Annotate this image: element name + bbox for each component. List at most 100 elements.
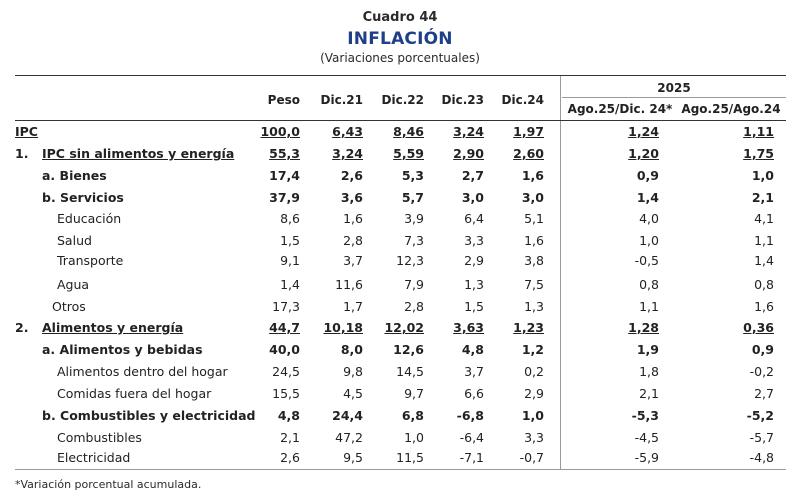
table-cell: 2,1 bbox=[639, 386, 659, 401]
table-cell: 1,6 bbox=[524, 233, 544, 248]
table-cell: 2,9 bbox=[524, 386, 544, 401]
bottom-rule bbox=[15, 469, 786, 470]
year-group-rule bbox=[562, 97, 786, 98]
row-label: Transporte bbox=[57, 253, 124, 268]
table-row: Otros 17,3 1,7 2,8 1,5 1,3 1,1 1,6 bbox=[0, 297, 800, 317]
table-cell: -5,3 bbox=[631, 408, 659, 423]
table-row: b. Servicios 37,9 3,6 5,7 3,0 3,0 1,4 2,1 bbox=[0, 188, 800, 208]
row-label: Combustibles bbox=[57, 430, 142, 445]
table-row: IPC 100,0 6,43 8,46 3,24 1,97 1,24 1,11 bbox=[0, 122, 800, 142]
table-cell: 8,0 bbox=[340, 342, 363, 357]
table-cell: 9,5 bbox=[343, 450, 363, 465]
table-cell: 0,2 bbox=[524, 364, 544, 379]
table-cell: 12,02 bbox=[384, 320, 424, 335]
table-cell: 1,0 bbox=[521, 408, 544, 423]
table-cell: 9,8 bbox=[343, 364, 363, 379]
table-cell: 7,9 bbox=[404, 277, 424, 292]
table-cell: 3,6 bbox=[340, 190, 363, 205]
table-cell: 100,0 bbox=[260, 124, 300, 139]
table-cell: 3,9 bbox=[404, 211, 424, 226]
row-label: Otros bbox=[52, 299, 86, 314]
table-cell: 2,1 bbox=[280, 430, 300, 445]
table-cell: -4,8 bbox=[749, 450, 774, 465]
table-cell: 40,0 bbox=[269, 342, 300, 357]
table-cell: 1,28 bbox=[628, 320, 659, 335]
table-cell: 4,5 bbox=[343, 386, 363, 401]
table-cell: 3,24 bbox=[332, 146, 363, 161]
table-cell: 3,0 bbox=[461, 190, 484, 205]
table-cell: 2,7 bbox=[461, 168, 484, 183]
table-cell: 3,7 bbox=[464, 364, 484, 379]
table-cell: 6,43 bbox=[332, 124, 363, 139]
table-cell: 1,23 bbox=[513, 320, 544, 335]
col-header-dic23: Dic.23 bbox=[441, 93, 484, 107]
row-label: Comidas fuera del hogar bbox=[57, 386, 212, 401]
table-row: 2. Alimentos y energía 44,7 10,18 12,02 3,63 1… bbox=[0, 318, 800, 338]
row-label: Alimentos dentro del hogar bbox=[57, 364, 228, 379]
table-cell: 0,36 bbox=[743, 320, 774, 335]
table-cell: 12,6 bbox=[393, 342, 424, 357]
table-cell: 4,8 bbox=[277, 408, 300, 423]
table-cell: 14,5 bbox=[396, 364, 424, 379]
table-row: Combustibles 2,1 47,2 1,0 -6,4 3,3 -4,5 -5,7 bbox=[0, 428, 800, 448]
table-cell: 9,7 bbox=[404, 386, 424, 401]
table-cell: 1,6 bbox=[521, 168, 544, 183]
table-cell: 2,6 bbox=[280, 450, 300, 465]
col-header-dic24: Dic.24 bbox=[501, 93, 544, 107]
table-cell: 12,3 bbox=[396, 253, 424, 268]
table-cell: 3,0 bbox=[521, 190, 544, 205]
table-cell: 4,8 bbox=[461, 342, 484, 357]
col-header-peso: Peso bbox=[267, 93, 300, 107]
table-cell: 10,18 bbox=[323, 320, 363, 335]
table-cell: 3,63 bbox=[453, 320, 484, 335]
col-header-ago-ago: Ago.25/Ago.24 bbox=[681, 102, 781, 116]
table-row: Electricidad 2,6 9,5 11,5 -7,1 -0,7 -5,9 -4,8 bbox=[0, 448, 800, 468]
table-cell: -6,8 bbox=[456, 408, 484, 423]
row-label: a. Bienes bbox=[42, 168, 107, 183]
top-rule bbox=[15, 75, 786, 76]
footnote: *Variación porcentual acumulada. bbox=[15, 478, 202, 491]
row-number: 2. bbox=[15, 320, 29, 335]
table-cell: 1,24 bbox=[628, 124, 659, 139]
column-divider bbox=[560, 121, 561, 469]
table-cell: 4,1 bbox=[754, 211, 774, 226]
row-label: b. Servicios bbox=[42, 190, 124, 205]
table-cell: 1,5 bbox=[280, 233, 300, 248]
table-cell: 11,6 bbox=[335, 277, 363, 292]
year-group-header: 2025 bbox=[657, 81, 691, 95]
table-cell: 1,1 bbox=[754, 233, 774, 248]
table-cell: 2,90 bbox=[453, 146, 484, 161]
table-cell: 2,8 bbox=[404, 299, 424, 314]
table-cell: 5,7 bbox=[401, 190, 424, 205]
table-cell: 47,2 bbox=[335, 430, 363, 445]
table-cell: -7,1 bbox=[459, 450, 484, 465]
table-cell: 2,60 bbox=[513, 146, 544, 161]
table-cell: 1,75 bbox=[743, 146, 774, 161]
table-cell: 1,4 bbox=[754, 253, 774, 268]
table-cell: 5,1 bbox=[524, 211, 544, 226]
table-cell: 3,8 bbox=[524, 253, 544, 268]
row-label: Salud bbox=[57, 233, 92, 248]
table-subtitle: (Variaciones porcentuales) bbox=[320, 51, 480, 65]
table-cell: 1,4 bbox=[280, 277, 300, 292]
table-cell: 1,7 bbox=[343, 299, 363, 314]
row-label: Educación bbox=[57, 211, 122, 226]
row-label: Electricidad bbox=[57, 450, 131, 465]
table-cell: 1,4 bbox=[636, 190, 659, 205]
table-cell: 0,9 bbox=[636, 168, 659, 183]
row-label: IPC bbox=[15, 124, 38, 139]
table-row: Salud 1,5 2,8 7,3 3,3 1,6 1,0 1,1 bbox=[0, 231, 800, 251]
table-cell: -0,2 bbox=[749, 364, 774, 379]
table-cell: 5,59 bbox=[393, 146, 424, 161]
table-cell: -0,7 bbox=[519, 450, 544, 465]
table-cell: 1,1 bbox=[639, 299, 659, 314]
table-cell: 1,0 bbox=[404, 430, 424, 445]
row-label: a. Alimentos y bebidas bbox=[42, 342, 203, 357]
table-cell: -4,5 bbox=[634, 430, 659, 445]
table-cell: 1,20 bbox=[628, 146, 659, 161]
table-cell: 24,4 bbox=[332, 408, 363, 423]
table-cell: 9,1 bbox=[280, 253, 300, 268]
table-row: Agua 1,4 11,6 7,9 1,3 7,5 0,8 0,8 bbox=[0, 275, 800, 295]
table-cell: 8,6 bbox=[280, 211, 300, 226]
